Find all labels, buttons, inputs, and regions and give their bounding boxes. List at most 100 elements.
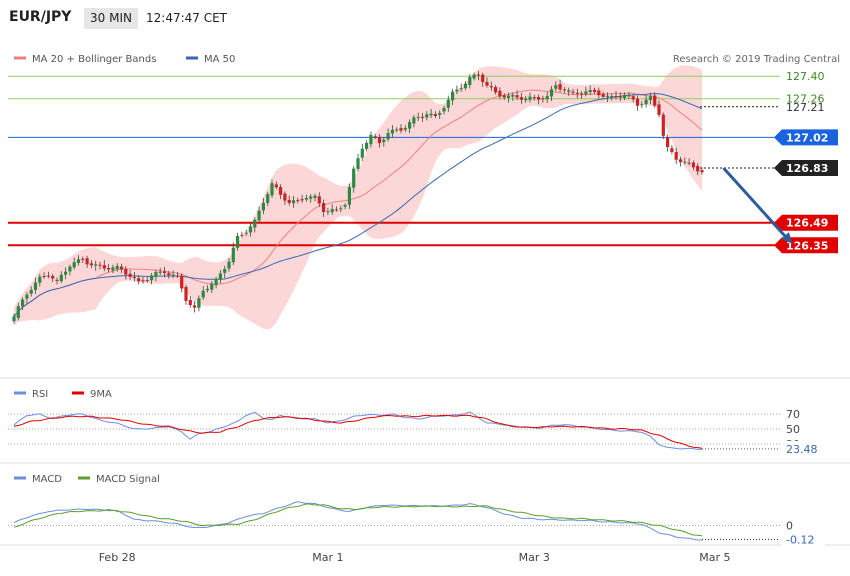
candle-body <box>597 90 601 96</box>
candle-body <box>674 152 678 160</box>
x-tick-label: Mar 1 <box>312 551 343 564</box>
candle-body <box>446 99 450 108</box>
candle <box>610 93 614 101</box>
candle-body <box>25 294 29 299</box>
candle-body <box>640 104 644 106</box>
candle-body <box>657 104 661 115</box>
candle <box>657 100 661 118</box>
candle-body <box>451 91 455 101</box>
candle-body <box>98 264 102 266</box>
candle <box>261 197 265 215</box>
x-axis: Feb 28 Mar 1 Mar 3 Mar 5 <box>99 551 731 564</box>
candle-body <box>588 90 592 93</box>
candle-body <box>524 98 528 101</box>
candle-body <box>326 211 330 213</box>
candle-body <box>33 282 38 290</box>
candle <box>403 125 407 133</box>
candle-body <box>571 91 575 93</box>
macd-series-macd <box>13 501 702 541</box>
candle-body <box>627 95 631 97</box>
candle-body <box>283 193 287 201</box>
candle <box>46 271 50 279</box>
candle <box>227 258 231 272</box>
candle-body <box>171 274 175 277</box>
candle <box>399 124 403 134</box>
candle-body <box>644 99 648 105</box>
candle <box>661 112 665 140</box>
candle <box>218 270 222 284</box>
candle-body <box>532 97 536 99</box>
candle <box>678 156 683 167</box>
candle <box>601 91 605 100</box>
candle-body <box>395 129 399 131</box>
candle <box>666 134 670 152</box>
candle-body <box>64 271 68 275</box>
candle <box>627 91 631 100</box>
candle-body <box>373 136 377 138</box>
candle <box>515 90 519 101</box>
candle-body <box>193 305 197 308</box>
candle <box>347 183 351 209</box>
candle <box>369 131 373 148</box>
x-tick-label: Feb 28 <box>99 551 136 564</box>
level-label-126-83: 126.83 <box>786 162 828 175</box>
candle <box>64 267 68 280</box>
candle-body <box>476 74 480 76</box>
chart-header: EUR/JPY 30 MIN 12:47:47 CET <box>0 0 850 38</box>
candle-body <box>261 202 265 211</box>
candle-body <box>279 186 283 195</box>
candle-body <box>115 265 119 270</box>
candle-body <box>132 277 136 279</box>
candle-body <box>545 96 549 100</box>
candle-body <box>687 162 691 164</box>
candle <box>94 260 98 271</box>
candle <box>365 140 369 152</box>
candle <box>644 94 648 108</box>
candle <box>571 88 575 95</box>
projection-arrow-shaft <box>722 166 789 240</box>
candle <box>193 301 197 313</box>
candle-body <box>94 264 98 266</box>
candle-body <box>154 272 158 277</box>
candle-body <box>227 261 231 269</box>
candle <box>137 275 141 285</box>
candle <box>420 112 425 122</box>
candle <box>416 112 420 122</box>
candle-body <box>322 203 326 213</box>
symbol-label: EUR/JPY <box>9 9 72 25</box>
candle-body <box>605 95 609 98</box>
candle <box>188 296 192 308</box>
candle <box>102 260 106 272</box>
candle-body <box>592 89 597 93</box>
candle <box>485 77 489 88</box>
candle-body <box>296 200 300 202</box>
candle <box>408 119 412 134</box>
candle-body <box>610 95 614 97</box>
candle <box>322 199 326 217</box>
candle <box>412 114 416 128</box>
candle-body <box>511 94 515 97</box>
candle <box>558 79 562 93</box>
rsi-tick-label: 70 <box>786 408 800 421</box>
candle <box>240 231 244 238</box>
timeframe-badge[interactable]: 30 MIN <box>84 8 138 29</box>
candle-body <box>266 194 270 203</box>
candle-body <box>347 186 351 205</box>
candle-body <box>683 161 687 163</box>
candle-body <box>124 268 128 275</box>
candle <box>687 158 691 166</box>
candle <box>16 302 20 321</box>
candle-body <box>554 85 558 89</box>
level-label-127-40: 127.40 <box>786 70 825 83</box>
candle-body <box>248 226 253 233</box>
candle-body <box>537 97 541 100</box>
candle <box>631 94 635 103</box>
candle-body <box>623 94 627 99</box>
candle-body <box>214 279 218 286</box>
candle <box>317 192 321 207</box>
candle <box>468 74 472 89</box>
candle-body <box>107 268 111 270</box>
candle <box>356 154 360 172</box>
candle <box>670 144 674 155</box>
candle-body <box>29 289 33 294</box>
